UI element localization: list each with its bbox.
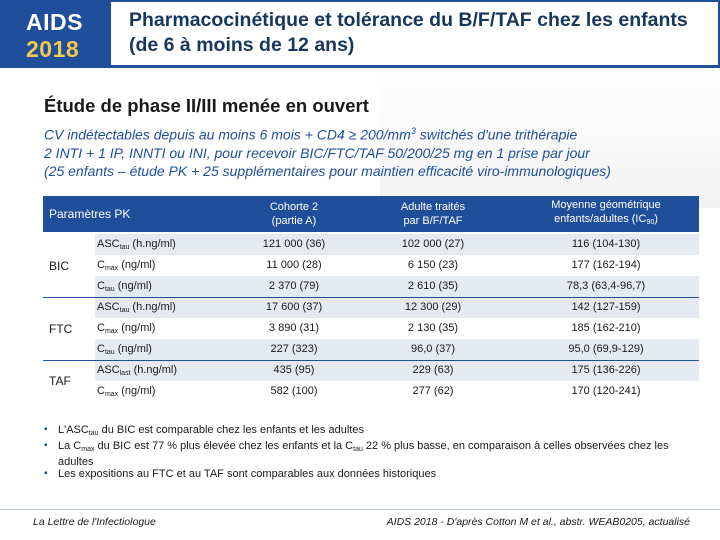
adult-value: 277 (62) xyxy=(412,385,454,397)
aids-2018-logo: AIDS 2018 xyxy=(0,0,111,68)
header-cohort: Cohorte 2 (partie A) xyxy=(269,201,319,227)
adult-value: 102 000 (27) xyxy=(401,238,465,250)
geometric-mean-value: 95,0 (69,9-129) xyxy=(568,343,644,355)
geometric-mean-value: 175 (136-226) xyxy=(571,364,641,376)
geometric-mean-value: 185 (162-210) xyxy=(571,322,641,334)
table-header: Paramètres PK Cohorte 2 (partie A) Adulte… xyxy=(43,196,699,232)
pk-parameter: Cmax (ng/ml) xyxy=(97,259,156,272)
logo-text-aids: AIDS xyxy=(26,9,83,35)
table-row: Cmax (ng/ml) 582 (100) 277 (62) 170 (120-24… xyxy=(95,381,699,402)
finding-item: Les expositions au FTC et au TAF sont co… xyxy=(44,468,704,480)
adult-value: 6 150 (23) xyxy=(407,259,459,271)
study-description: CV indétectables depuis au moins 6 mois … xyxy=(44,122,714,180)
cohort-value: 582 (100) xyxy=(270,385,318,397)
cohort-value: 11 000 (28) xyxy=(266,259,322,271)
pk-parameter: ASCtau (h.ng/ml) xyxy=(97,238,176,251)
adult-value: 2 610 (35) xyxy=(407,280,459,292)
footer-reference: AIDS 2018 - D'après Cotton M et al., abs… xyxy=(386,516,690,528)
drug-group-label: TAF xyxy=(49,374,71,388)
cohort-value: 17 600 (37) xyxy=(265,301,323,313)
pk-parameter: ASClast (h.ng/ml) xyxy=(97,364,177,377)
finding-item: L'ASCtau du BIC est comparable chez les … xyxy=(44,424,704,440)
logo-text-year: 2018 xyxy=(26,36,80,62)
group-divider xyxy=(43,297,699,298)
footer-divider xyxy=(0,509,720,510)
drug-group-label: FTC xyxy=(49,321,73,336)
pk-parameter: Ctau (ng/ml) xyxy=(97,280,152,293)
adult-value: 12 300 (29) xyxy=(404,301,462,313)
geometric-mean-value: 78,3 (63,4-96,7) xyxy=(566,280,646,292)
header-params: Paramètres PK xyxy=(49,207,131,221)
pk-parameter: Cmax (ng/ml) xyxy=(97,322,156,335)
description-line-2: 2 INTI + 1 IP, INNTI ou INI, pour recevo… xyxy=(44,144,590,161)
geometric-mean-value: 142 (127-159) xyxy=(571,301,641,313)
table-row: ASCtau (h.ng/ml) 121 000 (36) 102 000 (27)… xyxy=(95,234,699,255)
table-row: ASClast (h.ng/ml) 435 (95) 229 (63) 175 (13… xyxy=(95,360,699,381)
background-skyline xyxy=(380,68,720,208)
table-row: Ctau (ng/ml) 2 370 (79) 2 610 (35) 78,3 (63… xyxy=(95,276,699,297)
adult-value: 2 130 (35) xyxy=(407,322,459,334)
table-row: ASCtau (h.ng/ml) 17 600 (37) 12 300 (29) 14… xyxy=(95,297,699,318)
header: AIDS 2018 Pharmacocinétique et tolérance… xyxy=(0,0,720,68)
cohort-value: 227 (323) xyxy=(270,343,318,355)
table-row: Cmax (ng/ml) 11 000 (28) 6 150 (23) 177 (16… xyxy=(95,255,699,276)
geometric-mean-value: 116 (104-130) xyxy=(571,238,641,250)
geometric-mean-value: 177 (162-194) xyxy=(571,259,641,271)
slide-title: Pharmacocinétique et tolérance du B/F/TA… xyxy=(129,9,688,56)
study-subtitle: Étude de phase II/III menée en ouvert xyxy=(44,95,369,116)
adult-value: 229 (63) xyxy=(412,364,454,376)
title-box: Pharmacocinétique et tolérance du B/F/TA… xyxy=(111,0,720,68)
description-line-3: (25 enfants – étude PK + 25 supplémentai… xyxy=(44,162,611,179)
cohort-value: 435 (95) xyxy=(273,364,315,376)
adult-value: 96,0 (37) xyxy=(410,343,456,355)
geometric-mean-value: 170 (120-241) xyxy=(571,385,641,397)
pk-parameter: ASCtau (h.ng/ml) xyxy=(97,301,176,314)
cohort-value: 3 890 (31) xyxy=(268,322,320,334)
group-divider xyxy=(43,360,699,361)
table-row: Cmax (ng/ml) 3 890 (31) 2 130 (35) 185 (162… xyxy=(95,318,699,339)
header-geometric-mean: Moyenne géométrique enfants/adultes (IC90… xyxy=(551,199,661,226)
header-adults: Adulte traités par B/F/TAF xyxy=(400,201,466,227)
drug-group-label: BIC xyxy=(49,258,70,273)
findings-list: L'ASCtau du BIC est comparable chez les … xyxy=(44,424,704,480)
pk-parameter: Ctau (ng/ml) xyxy=(97,343,152,356)
table-row: Ctau (ng/ml) 227 (323) 96,0 (37) 95,0 (69,9… xyxy=(95,339,699,360)
finding-item: La Cmax du BIC est 77 % plus élevée chez… xyxy=(44,440,704,468)
footer-source: La Lettre de l'Infectiologue xyxy=(33,516,156,528)
cohort-value: 121 000 (36) xyxy=(262,238,326,250)
cohort-value: 2 370 (79) xyxy=(268,280,320,292)
pk-parameter: Cmax (ng/ml) xyxy=(97,385,156,398)
description-line-1: CV indétectables depuis au moins 6 mois … xyxy=(44,126,578,143)
